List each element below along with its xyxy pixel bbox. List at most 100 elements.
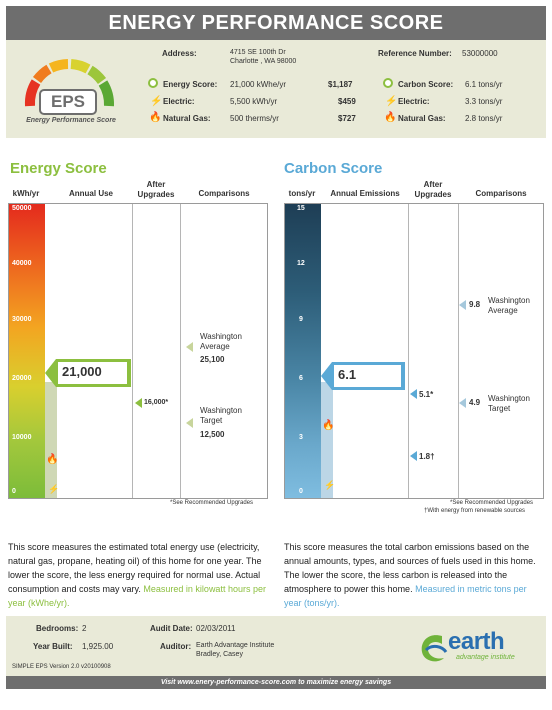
energy-level-fill [45, 382, 57, 498]
reference-value: 53000000 [462, 49, 498, 58]
energy-comp1-value: 25,100 [200, 355, 225, 364]
carbon-col-comparisons: Comparisons [475, 189, 527, 198]
flame-icon: 🔥 [149, 112, 162, 123]
energy-score-label: Energy Score: [163, 80, 218, 89]
carbon-tick: 0 [299, 488, 303, 495]
energy-tick: 50000 [12, 205, 32, 212]
energy-flame-icon: 🔥 [46, 454, 59, 465]
carbon-comp2-arrow-icon [459, 398, 466, 408]
gas-label: Natural Gas: [163, 114, 211, 123]
carbon-comp2-name: Washington Target [488, 394, 530, 413]
gas-value: 500 therms/yr [230, 114, 279, 123]
energy-after-value: 16,000* [144, 399, 169, 406]
carbon-flame-icon-bar: 🔥 [322, 420, 335, 431]
carbon-score-arrow-icon [321, 362, 405, 390]
energy-footnote: *See Recommended Upgrades [170, 500, 254, 506]
audit-date-label: Audit Date: [150, 624, 193, 633]
bedrooms-label: Bedrooms: [36, 624, 79, 633]
eps-logo: EPS Energy Performance Score [16, 48, 126, 128]
carbon-tick: 15 [297, 205, 305, 212]
energy-col-comparisons: Comparisons [198, 189, 250, 198]
bedrooms-value: 2 [82, 624, 87, 633]
gas-cost: $727 [338, 114, 356, 123]
carbon-gradient-bar [285, 204, 321, 498]
carbon-col-annual: Annual Emissions [330, 189, 400, 198]
energy-tick: 20000 [12, 375, 32, 382]
electric-value: 5,500 kWh/yr [230, 97, 278, 106]
eps-logo-letters: EPS [50, 92, 86, 111]
energy-col-after: After Upgrades [137, 180, 175, 199]
carbon-electric-value: 3.3 tons/yr [465, 97, 503, 106]
carbon-tick: 9 [299, 316, 303, 323]
carbon-gas-value: 2.8 tons/yr [465, 114, 503, 123]
energy-score-cost: $1,187 [328, 80, 353, 89]
energy-gradient-bar [9, 204, 45, 498]
address-line2: Charlotte , WA 98000 [230, 58, 297, 65]
carbon-comp1-arrow-icon [459, 300, 466, 310]
energy-lightning-icon: ⚡ [48, 484, 60, 494]
carbon-footnote-2: †With energy from renewable sources [424, 508, 526, 514]
year-built-value: 1,925.00 [82, 642, 114, 651]
energy-tick: 10000 [12, 434, 32, 441]
carbon-flame-icon: 🔥 [384, 112, 397, 123]
carbon-score-marker-value: 6.1 [338, 367, 357, 382]
audit-date-value: 02/03/2011 [196, 624, 236, 633]
energy-score-marker-value: 21,000 [62, 364, 102, 379]
energy-description: This score measures the estimated total … [8, 540, 274, 610]
energy-description-measure: Measured in kilowatt hours per year (kWh… [8, 584, 266, 608]
carbon-after2-arrow-icon [410, 451, 417, 461]
earth-advantage-logo-icon [418, 630, 448, 666]
lightning-icon: ⚡ [150, 96, 163, 107]
carbon-lightning-icon: ⚡ [385, 96, 398, 107]
energy-comp2-value: 12,500 [200, 430, 225, 439]
address-line1: 4715 SE 100th Dr [230, 49, 286, 56]
electric-label: Electric: [163, 97, 195, 106]
carbon-footnote-1: *See Recommended Upgrades [450, 500, 534, 506]
energy-divider-1 [132, 204, 133, 498]
carbon-description: This score measures the total carbon emi… [284, 540, 546, 610]
reference-label: Reference Number: [378, 49, 452, 58]
carbon-after2-value: 1.8† [419, 452, 435, 461]
carbon-score-marker: 6.1 [321, 361, 407, 396]
electric-cost: $459 [338, 97, 356, 106]
carbon-tick: 3 [299, 434, 303, 441]
carbon-after1-arrow-icon [410, 389, 417, 399]
carbon-col-after: After Upgrades [414, 180, 452, 199]
energy-after-arrow-icon [135, 398, 142, 408]
energy-score-arrow-icon [45, 359, 131, 387]
info-panel [6, 40, 546, 138]
auditor-line2: Bradley, Casey [196, 651, 243, 658]
auditor-line1: Earth Advantage Institute [196, 642, 275, 649]
energy-unit-header: kWh/yr [12, 189, 40, 198]
carbon-tick: 6 [299, 375, 303, 382]
address-label: Address: [162, 49, 197, 58]
year-built-label: Year Built: [33, 642, 73, 651]
carbon-score-value: 6.1 tons/yr [465, 80, 503, 89]
eps-logo-caption: Energy Performance Score [26, 117, 116, 124]
earth-advantage-sub: advantage institute [456, 654, 515, 661]
carbon-score-label: Carbon Score: [398, 80, 454, 89]
carbon-comp2-value: 4.9 [469, 398, 481, 407]
carbon-unit-header: tons/yr [288, 189, 316, 198]
energy-tick: 40000 [12, 260, 32, 267]
carbon-comp1-value: 9.8 [469, 300, 481, 309]
energy-comp1-arrow-icon [186, 342, 193, 352]
eps-version: SIMPLE EPS Version 2.0 v20100908 [12, 664, 111, 670]
energy-comp2-arrow-icon [186, 418, 193, 428]
energy-score-icon [148, 78, 158, 88]
auditor-label: Auditor: [160, 642, 192, 651]
energy-tick: 0 [12, 488, 16, 495]
earth-advantage-brand: earth [448, 628, 505, 655]
carbon-description-measure: Measured in metric tons per year (tons/y… [284, 584, 527, 608]
carbon-divider-2 [458, 204, 459, 498]
carbon-electric-label: Electric: [398, 97, 430, 106]
carbon-gas-label: Natural Gas: [398, 114, 446, 123]
energy-comp1-name: Washington Average [200, 332, 242, 351]
energy-score-value: 21,000 kWhe/yr [230, 80, 287, 89]
energy-divider-2 [180, 204, 181, 498]
energy-score-marker: 21,000 [45, 358, 133, 393]
carbon-lightning-icon-bar: ⚡ [324, 480, 336, 490]
energy-tick: 30000 [12, 316, 32, 323]
carbon-after1-value: 5.1* [419, 390, 434, 399]
energy-col-annual: Annual Use [68, 189, 113, 198]
